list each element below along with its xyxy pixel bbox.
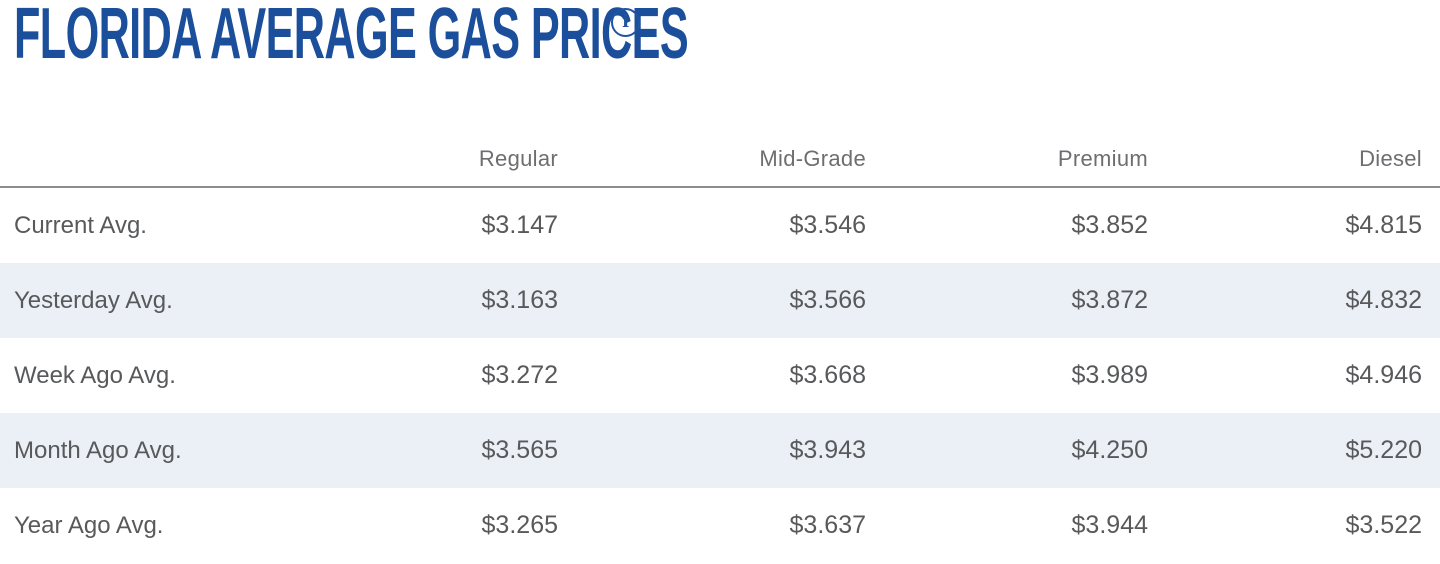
price-cell: $4.250 (1071, 436, 1148, 464)
column-header-diesel: Diesel (1359, 146, 1422, 171)
price-cell: $3.637 (789, 511, 866, 539)
price-cell: $3.163 (481, 286, 558, 314)
table-row: Week Ago Avg. $3.272 $3.668 $3.989 $4.94… (0, 338, 1440, 413)
price-cell: $3.147 (481, 211, 558, 239)
price-cell: $3.265 (481, 511, 558, 539)
table-row: Year Ago Avg. $3.265 $3.637 $3.944 $3.52… (0, 488, 1440, 563)
price-cell: $3.989 (1071, 361, 1148, 389)
price-cell: $5.220 (1345, 436, 1422, 464)
price-cell: $4.946 (1345, 361, 1422, 389)
price-cell: $3.872 (1071, 286, 1148, 314)
column-header-blank (0, 132, 400, 187)
table-row: Yesterday Avg. $3.163 $3.566 $3.872 $4.8… (0, 263, 1440, 338)
price-cell: $3.272 (481, 361, 558, 389)
table-row: Current Avg. $3.147 $3.546 $3.852 $4.815 (0, 187, 1440, 263)
column-header-regular: Regular (478, 146, 558, 171)
price-cell: $3.565 (481, 436, 558, 464)
price-cell: $3.852 (1071, 211, 1148, 239)
info-icon-glyph: i (622, 11, 629, 32)
table-row: Month Ago Avg. $3.565 $3.943 $4.250 $5.2… (0, 413, 1440, 488)
table-header-row: Regular Mid-Grade Premium Diesel (0, 132, 1440, 187)
row-label: Week Ago Avg. (14, 361, 176, 389)
row-label: Month Ago Avg. (14, 436, 182, 464)
column-header-premium: Premium (1057, 146, 1148, 171)
info-icon[interactable]: i (611, 8, 640, 37)
page-title: FLORIDA AVERAGE GAS PRICES (14, 0, 689, 74)
price-cell: $3.522 (1345, 511, 1422, 539)
row-label: Current Avg. (14, 211, 147, 239)
price-cell: $3.566 (789, 286, 866, 314)
row-label: Yesterday Avg. (14, 286, 173, 314)
price-cell: $3.943 (789, 436, 866, 464)
row-label: Year Ago Avg. (14, 511, 164, 539)
price-cell: $4.832 (1345, 286, 1422, 314)
gas-prices-table: Regular Mid-Grade Premium Diesel Current… (0, 132, 1440, 563)
price-cell: $3.668 (789, 361, 866, 389)
price-cell: $4.815 (1345, 211, 1422, 239)
price-cell: $3.546 (789, 211, 866, 239)
price-cell: $3.944 (1071, 511, 1148, 539)
column-header-midgrade: Mid-Grade (759, 146, 866, 171)
title-block: FLORIDA AVERAGE GAS PRICES i (0, 0, 1440, 132)
